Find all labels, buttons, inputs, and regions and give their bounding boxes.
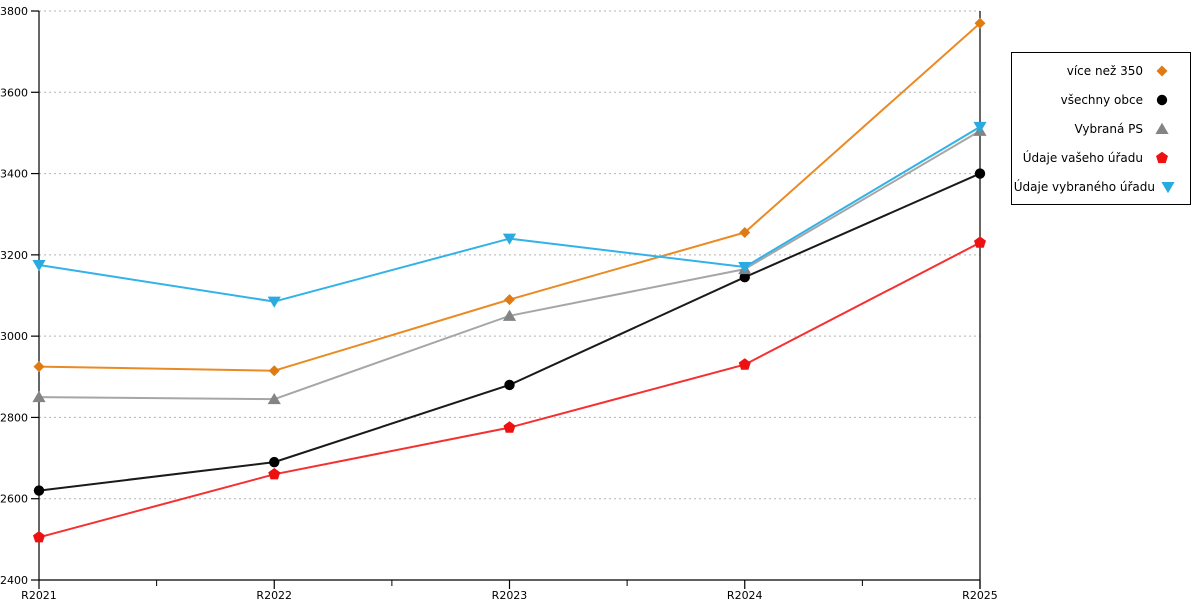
legend-label: Vybraná PS [1074, 121, 1143, 136]
data-point-s3-R2022 [267, 392, 281, 405]
x-tick-label: R2024 [727, 589, 763, 600]
data-point-s1-R2023 [504, 294, 515, 306]
data-point-s2-R2024 [739, 272, 750, 283]
legend-marker-glyph [1161, 181, 1175, 193]
legend-marker-triangle-up-icon [1147, 121, 1177, 137]
data-point-s5-R2025 [973, 121, 987, 134]
legend-marker-glyph [1156, 94, 1168, 105]
legend-label: Údaje vybraného úřadu [1013, 179, 1155, 194]
data-point-s5-R2023 [502, 233, 517, 245]
legend-item: všechny obce [1016, 85, 1177, 114]
y-tick-label: 2600 [0, 493, 28, 506]
legend-marker-glyph [1156, 65, 1168, 76]
data-point-s5-R2022 [267, 296, 281, 308]
legend-marker-glyph [1155, 122, 1169, 134]
legend-item: Údaje vašeho úřadu [1016, 143, 1177, 172]
legend-label: všechny obce [1060, 92, 1143, 107]
legend-marker-triangle-down-icon [1159, 179, 1177, 195]
y-tick-label: 3000 [0, 330, 28, 343]
y-tick-label: 3600 [0, 86, 28, 99]
data-point-s4-R2022 [268, 468, 281, 480]
x-tick-label: R2023 [492, 589, 528, 600]
x-tick-label: R2025 [962, 589, 998, 600]
series-line-3 [38, 129, 981, 401]
data-point-s1-R2022 [268, 365, 280, 377]
data-point-s4-R2023 [503, 421, 516, 433]
data-point-s4-R2021 [33, 531, 45, 543]
data-point-s5-R2021 [32, 260, 46, 272]
legend-marker-pentagon-icon [1147, 150, 1177, 166]
data-point-s1-R2025 [974, 17, 986, 29]
legend: více než 350 všechny obce Vybraná PS Údaje … [1011, 52, 1191, 205]
data-point-s2-R2023 [504, 379, 515, 391]
data-point-s3-R2023 [502, 309, 517, 321]
y-tick-label: 2800 [0, 411, 28, 424]
y-tick-label: 3200 [0, 249, 28, 262]
legend-item: Vybraná PS [1016, 114, 1177, 143]
legend-marker-diamond-icon [1147, 63, 1177, 79]
data-point-s3-R2021 [32, 390, 46, 403]
y-tick-label: 3400 [0, 168, 28, 181]
y-tick-label: 3800 [0, 5, 28, 18]
data-point-s2-R2022 [269, 456, 280, 468]
legend-label: Údaje vašeho úřadu [1022, 150, 1143, 165]
x-tick-label: R2021 [21, 589, 57, 600]
data-point-s2-R2021 [33, 485, 45, 496]
data-point-s4-R2025 [974, 236, 986, 248]
legend-item: více než 350 [1016, 56, 1177, 85]
data-point-s1-R2021 [33, 361, 45, 373]
x-tick-label: R2022 [256, 589, 292, 600]
data-point-s1-R2024 [739, 227, 751, 239]
data-point-s2-R2025 [974, 168, 986, 179]
data-point-s5-R2024 [738, 262, 752, 274]
data-point-s4-R2024 [738, 358, 751, 370]
series-line-2 [38, 172, 981, 492]
legend-marker-glyph [1156, 151, 1168, 163]
legend-label: více než 350 [1066, 63, 1143, 78]
legend-item: Údaje vybraného úřadu [1013, 172, 1177, 201]
y-tick-label: 2400 [0, 574, 28, 587]
legend-marker-circle-icon [1147, 92, 1177, 108]
